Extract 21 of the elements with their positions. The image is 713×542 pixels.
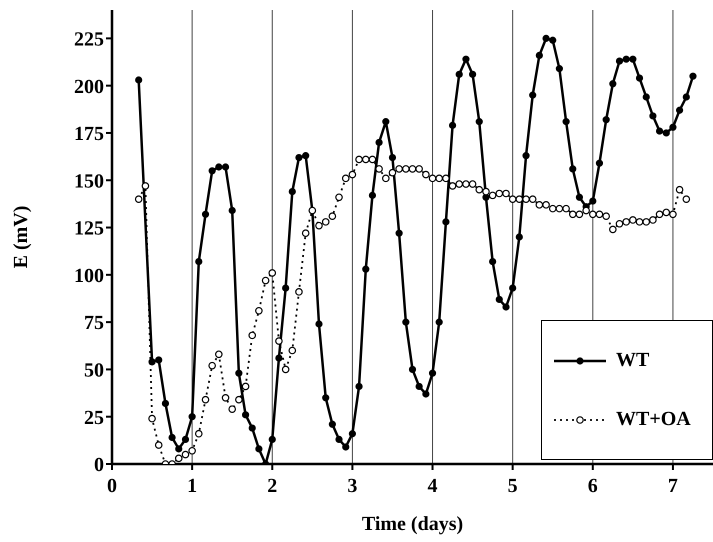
x-tick-label: 2 bbox=[267, 475, 278, 498]
legend-label: WT bbox=[616, 349, 650, 372]
x-tick-label: 3 bbox=[347, 475, 358, 498]
y-tick-label: 175 bbox=[74, 123, 104, 146]
x-tick-label: 1 bbox=[187, 475, 198, 498]
x-tick-label: 5 bbox=[508, 475, 518, 498]
x-tick-label: 7 bbox=[668, 475, 678, 498]
y-tick-label: 125 bbox=[74, 218, 104, 240]
y-tick-label: 50 bbox=[84, 360, 104, 382]
x-tick-label: 4 bbox=[428, 475, 438, 498]
legend-label: WT+OA bbox=[616, 408, 691, 431]
x-axis-title: Time (days) bbox=[362, 513, 464, 535]
y-axis-title: E (mV) bbox=[10, 206, 32, 268]
y-tick-label: 75 bbox=[84, 312, 104, 334]
y-tick-label: 25 bbox=[84, 406, 104, 429]
y-tick-label: 0 bbox=[94, 454, 104, 476]
x-tick-label: 6 bbox=[588, 475, 598, 498]
y-tick-label: 150 bbox=[74, 170, 104, 192]
y-tick-label: 225 bbox=[74, 28, 104, 50]
y-tick-label: 200 bbox=[74, 76, 104, 98]
y-tick-label: 100 bbox=[74, 264, 104, 287]
